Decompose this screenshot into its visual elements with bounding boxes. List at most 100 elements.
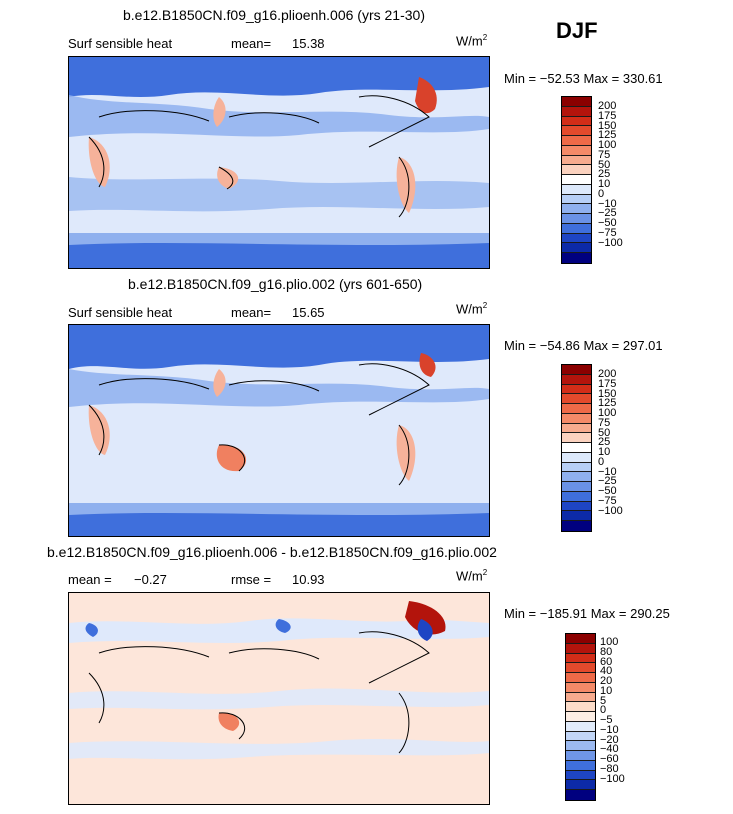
panel2-colorbar-label: −50 [598,485,617,497]
panel3-colorbar-label: −20 [600,733,619,746]
panel3-colorbar-swatch [566,712,595,722]
panel3-colorbar-swatch [566,790,595,800]
panel3-colorbar-swatch [566,643,595,654]
panel3-colorbar-swatch [566,721,595,732]
panel2-colorbar-swatch [562,365,591,375]
panel3-colorbar-swatch [566,741,595,751]
panel2-mean-value: 15.65 [292,305,325,320]
panel3-colorbar-label: 100 [600,636,619,648]
panel3-colorbar-swatch [566,770,595,781]
panel3-colorbar-label: 20 [600,675,613,687]
panel2-colorbar-label: 125 [598,397,617,410]
panel1-colorbar-label: 175 [598,109,617,122]
panel3-minmax: Min = −185.91 Max = 290.25 [504,606,670,621]
panel2-colorbar-swatch [562,521,591,531]
panel2-mean-label: mean= [231,305,272,320]
panel3-colorbar-label: −10 [600,723,619,736]
panel1-colorbar-label: −75 [598,226,617,239]
panel1-colorbar-swatch [562,116,591,127]
panel2-colorbar-swatch [562,394,591,404]
panel3-colorbar-swatch [566,702,595,712]
panel1-mean-label: mean= [231,36,272,51]
panel3-title: b.e12.B1850CN.f09_g16.plioenh.006 - b.e1… [47,544,497,560]
panel3-rmse-label: rmse = [231,572,272,587]
panel1-variable: Surf sensible heat [68,36,173,51]
panel1-colorbar-swatch [562,214,591,224]
panel1-colorbar-label: 0 [598,187,605,200]
panel3-colorbar-swatch [566,692,595,703]
panel3-colorbar-swatch [566,663,595,673]
panel3-colorbar-swatch [566,760,595,771]
panel2-colorbar-label: 175 [598,377,617,390]
panel2-variable: Surf sensible heat [68,305,173,320]
panel3-colorbar-swatch [566,780,595,790]
panel3-colorbar-labels: 100 80 60 40 20 10 5 0 −5 −10 −20 −40 −60 −80 −100 [600,636,625,785]
panel1-colorbar-swatch [562,194,591,205]
panel2-minmax: Min = −54.86 Max = 297.01 [504,338,663,353]
panel1-colorbar-label: −50 [598,217,617,229]
panel2-colorbar-swatch [562,404,591,414]
panel2-colorbar-label: 25 [598,436,611,449]
panel1-colorbar-swatch [562,106,591,117]
panel3-colorbar [565,633,596,801]
panel1-colorbar-swatch [562,155,591,166]
panel2-colorbar-label: −75 [598,494,617,507]
panel1-colorbar-swatch [562,253,591,263]
panel3-colorbar-label: 80 [600,645,613,658]
panel1-colorbar-swatch [562,145,591,156]
panel1-colorbar-labels: 200 175 150 125 100 75 50 25 10 0 −10 −25 −50 −75 −100 [598,100,623,248]
panel3-mean-value: −0.27 [134,572,167,587]
panel3-colorbar-swatch [566,653,595,664]
panel1-colorbar-label: 10 [598,178,611,190]
panel3-colorbar-label: 60 [600,655,613,668]
panel3-colorbar-swatch [566,682,595,693]
panel2-map [68,324,490,537]
panel1-colorbar-label: 25 [598,168,611,181]
panel2-colorbar-label: 100 [598,407,617,419]
panel2-colorbar-swatch [562,501,591,512]
panel1-colorbar-swatch [562,184,591,195]
panel1-colorbar-label: 200 [598,100,617,112]
panel2-colorbar-label: 75 [598,416,611,429]
panel1-colorbar-swatch [562,126,591,136]
panel2-colorbar-swatch [562,433,591,443]
panel2-colorbar [561,364,592,532]
panel3-colorbar-label: −100 [600,772,625,785]
panel2-colorbar-swatch [562,413,591,424]
panel1-mean-value: 15.38 [292,36,325,51]
panel1-unit: W/m2 [456,33,488,49]
panel1-colorbar-swatch [562,136,591,146]
panel2-colorbar-swatch [562,423,591,434]
panel1-colorbar-swatch [562,223,591,234]
panel3-unit: W/m2 [456,568,488,584]
panel3-colorbar-label: −40 [600,743,619,756]
panel1-colorbar-swatch [562,165,591,175]
panel2-colorbar-label: 150 [598,387,617,400]
panel3-colorbar-label: −80 [600,762,619,775]
panel1-minmax: Min = −52.53 Max = 330.61 [504,71,663,86]
panel1-colorbar-swatch [562,243,591,253]
panel1-colorbar-label: −25 [598,207,617,220]
panel2-title: b.e12.B1850CN.f09_g16.plio.002 (yrs 601-… [128,276,423,292]
panel2-colorbar-swatch [562,482,591,492]
panel3-colorbar-label: 40 [600,665,613,678]
panel2-colorbar-label: 50 [598,426,611,439]
panel2-unit: W/m2 [456,301,488,317]
panel3-colorbar-swatch [566,731,595,742]
panel2-colorbar-swatch [562,384,591,395]
panel1-colorbar-label: 50 [598,158,611,171]
panel2-colorbar-label: −25 [598,475,617,488]
panel3-colorbar-swatch [566,634,595,644]
panel2-colorbar-label: −10 [598,465,617,478]
panel2-colorbar-swatch [562,472,591,482]
panel3-rmse-value: 10.93 [292,572,325,587]
panel2-colorbar-swatch [562,462,591,473]
panel2-colorbar-swatch [562,511,591,521]
panel2-colorbar-label: 200 [598,368,617,380]
panel1-colorbar-label: 150 [598,119,617,132]
panel3-colorbar-label: −5 [600,714,613,726]
panel2-colorbar-swatch [562,452,591,463]
panel2-colorbar-swatch [562,374,591,385]
panel3-map [68,592,490,805]
panel1-colorbar-label: 125 [598,129,617,142]
